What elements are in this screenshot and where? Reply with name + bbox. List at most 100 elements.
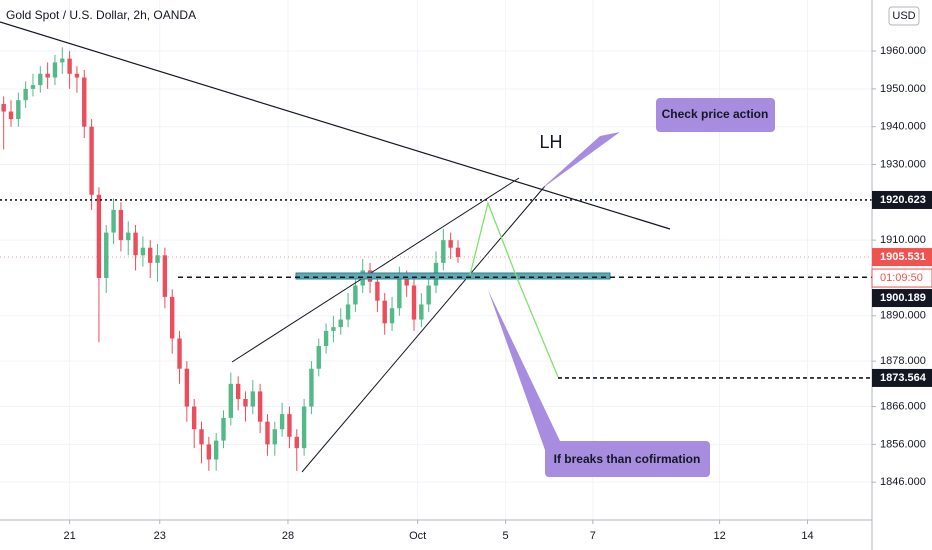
candle-body bbox=[353, 285, 358, 305]
price-badge bbox=[872, 190, 932, 209]
support-zone bbox=[295, 272, 611, 280]
candle-body bbox=[287, 414, 292, 437]
x-tick-label: 5 bbox=[503, 530, 509, 542]
candle-body bbox=[45, 73, 50, 78]
trend-line bbox=[0, 21, 671, 230]
wedge-upper bbox=[231, 177, 520, 363]
y-tick-label: 1856.000 bbox=[880, 438, 926, 450]
price-badge-label: 1900.189 bbox=[880, 292, 926, 304]
price-badge bbox=[872, 368, 932, 387]
candle-body bbox=[191, 406, 197, 430]
candle-body bbox=[74, 73, 80, 78]
currency: USD bbox=[892, 10, 915, 22]
candle-body bbox=[199, 429, 204, 445]
candle-body bbox=[140, 247, 146, 256]
countdown: 01:09:50 bbox=[880, 272, 923, 284]
candle-body bbox=[338, 319, 343, 328]
candle-body bbox=[272, 429, 277, 445]
callout-box bbox=[545, 441, 710, 477]
candle-body bbox=[60, 58, 65, 63]
candle-body bbox=[389, 308, 395, 324]
candle-body bbox=[279, 414, 285, 430]
candle-body bbox=[397, 277, 402, 309]
candle-body bbox=[1, 104, 6, 112]
candle-body bbox=[250, 391, 256, 407]
candle-body bbox=[301, 406, 307, 449]
candle-body bbox=[148, 247, 153, 263]
candle-body bbox=[184, 368, 190, 407]
x-tick-label: 21 bbox=[63, 530, 75, 542]
candle-body bbox=[382, 300, 387, 324]
x-tick-label: 7 bbox=[590, 530, 596, 542]
projection-path bbox=[469, 200, 559, 378]
grid bbox=[0, 0, 872, 520]
candle-body bbox=[235, 383, 241, 399]
candle-body bbox=[89, 126, 94, 195]
chart-title: Gold Spot / U.S. Dollar, 2h, OANDA bbox=[6, 8, 196, 22]
candle-body bbox=[8, 111, 14, 120]
candle-body bbox=[82, 77, 87, 127]
price-levels bbox=[0, 199, 872, 379]
candle-body bbox=[104, 232, 109, 278]
y-tick-label: 1866.000 bbox=[880, 400, 926, 412]
y-tick-label: 1910.000 bbox=[880, 234, 926, 246]
annotation-label: LH bbox=[539, 132, 562, 152]
candle-body bbox=[96, 194, 102, 278]
candle-body bbox=[316, 346, 321, 369]
price-badge bbox=[872, 248, 932, 267]
candle-body bbox=[155, 255, 160, 263]
candle-body bbox=[213, 440, 219, 460]
axis-labels: 1960.000 1950.000 1940.000 1930.000 1910.000… bbox=[63, 45, 932, 542]
price-badge-label: 1920.623 bbox=[880, 194, 926, 206]
candle-body bbox=[419, 304, 424, 320]
y-tick-label: 1950.000 bbox=[880, 83, 926, 95]
candle-body bbox=[455, 247, 461, 258]
candle-body bbox=[23, 88, 28, 101]
candle-body bbox=[257, 391, 263, 422]
candle-body bbox=[331, 327, 336, 331]
time-axis bbox=[0, 520, 872, 550]
candle-body bbox=[441, 240, 446, 263]
candle-body bbox=[243, 398, 248, 407]
candle-body bbox=[162, 255, 168, 297]
callout-text: Check price action bbox=[662, 107, 769, 121]
candle-body bbox=[265, 421, 270, 445]
drawings: Check price action If breaks than cofirm… bbox=[0, 21, 775, 477]
candle-body bbox=[345, 304, 351, 320]
candle-body bbox=[375, 281, 380, 301]
candle-body bbox=[411, 285, 417, 320]
y-tick-label: 1846.000 bbox=[880, 476, 926, 488]
candle-body bbox=[404, 277, 409, 286]
price-badge bbox=[872, 289, 932, 308]
y-tick-label: 1890.000 bbox=[880, 310, 926, 322]
price-badge-label: 1905.531 bbox=[880, 251, 926, 263]
candle-body bbox=[133, 232, 138, 256]
candle-body bbox=[323, 330, 329, 347]
currency-badge bbox=[888, 6, 920, 26]
callout-box bbox=[656, 98, 775, 132]
y-tick-label: 1878.000 bbox=[880, 355, 926, 367]
candle-body bbox=[309, 368, 314, 407]
callout-text: If breaks than cofirmation bbox=[554, 452, 701, 466]
candle-body bbox=[38, 73, 43, 86]
candle-body bbox=[221, 417, 226, 441]
candle-body bbox=[170, 296, 175, 339]
x-tick-label: 12 bbox=[713, 530, 725, 542]
candle-body bbox=[206, 444, 212, 460]
candle-body bbox=[177, 338, 182, 369]
candle-body bbox=[426, 285, 431, 305]
candle-body bbox=[30, 85, 36, 89]
wedge-lower bbox=[301, 185, 546, 473]
candle-body bbox=[16, 100, 21, 120]
x-tick-label: 28 bbox=[282, 530, 294, 542]
candle-body bbox=[228, 383, 234, 418]
candle-body bbox=[448, 240, 453, 248]
candle-body bbox=[126, 232, 131, 241]
x-tick-label: 14 bbox=[801, 530, 813, 542]
y-tick-label: 1930.000 bbox=[880, 158, 926, 170]
y-tick-label: 1960.000 bbox=[880, 45, 926, 57]
x-tick-label: 23 bbox=[154, 530, 166, 542]
price-badge-label: 1873.564 bbox=[880, 372, 927, 384]
